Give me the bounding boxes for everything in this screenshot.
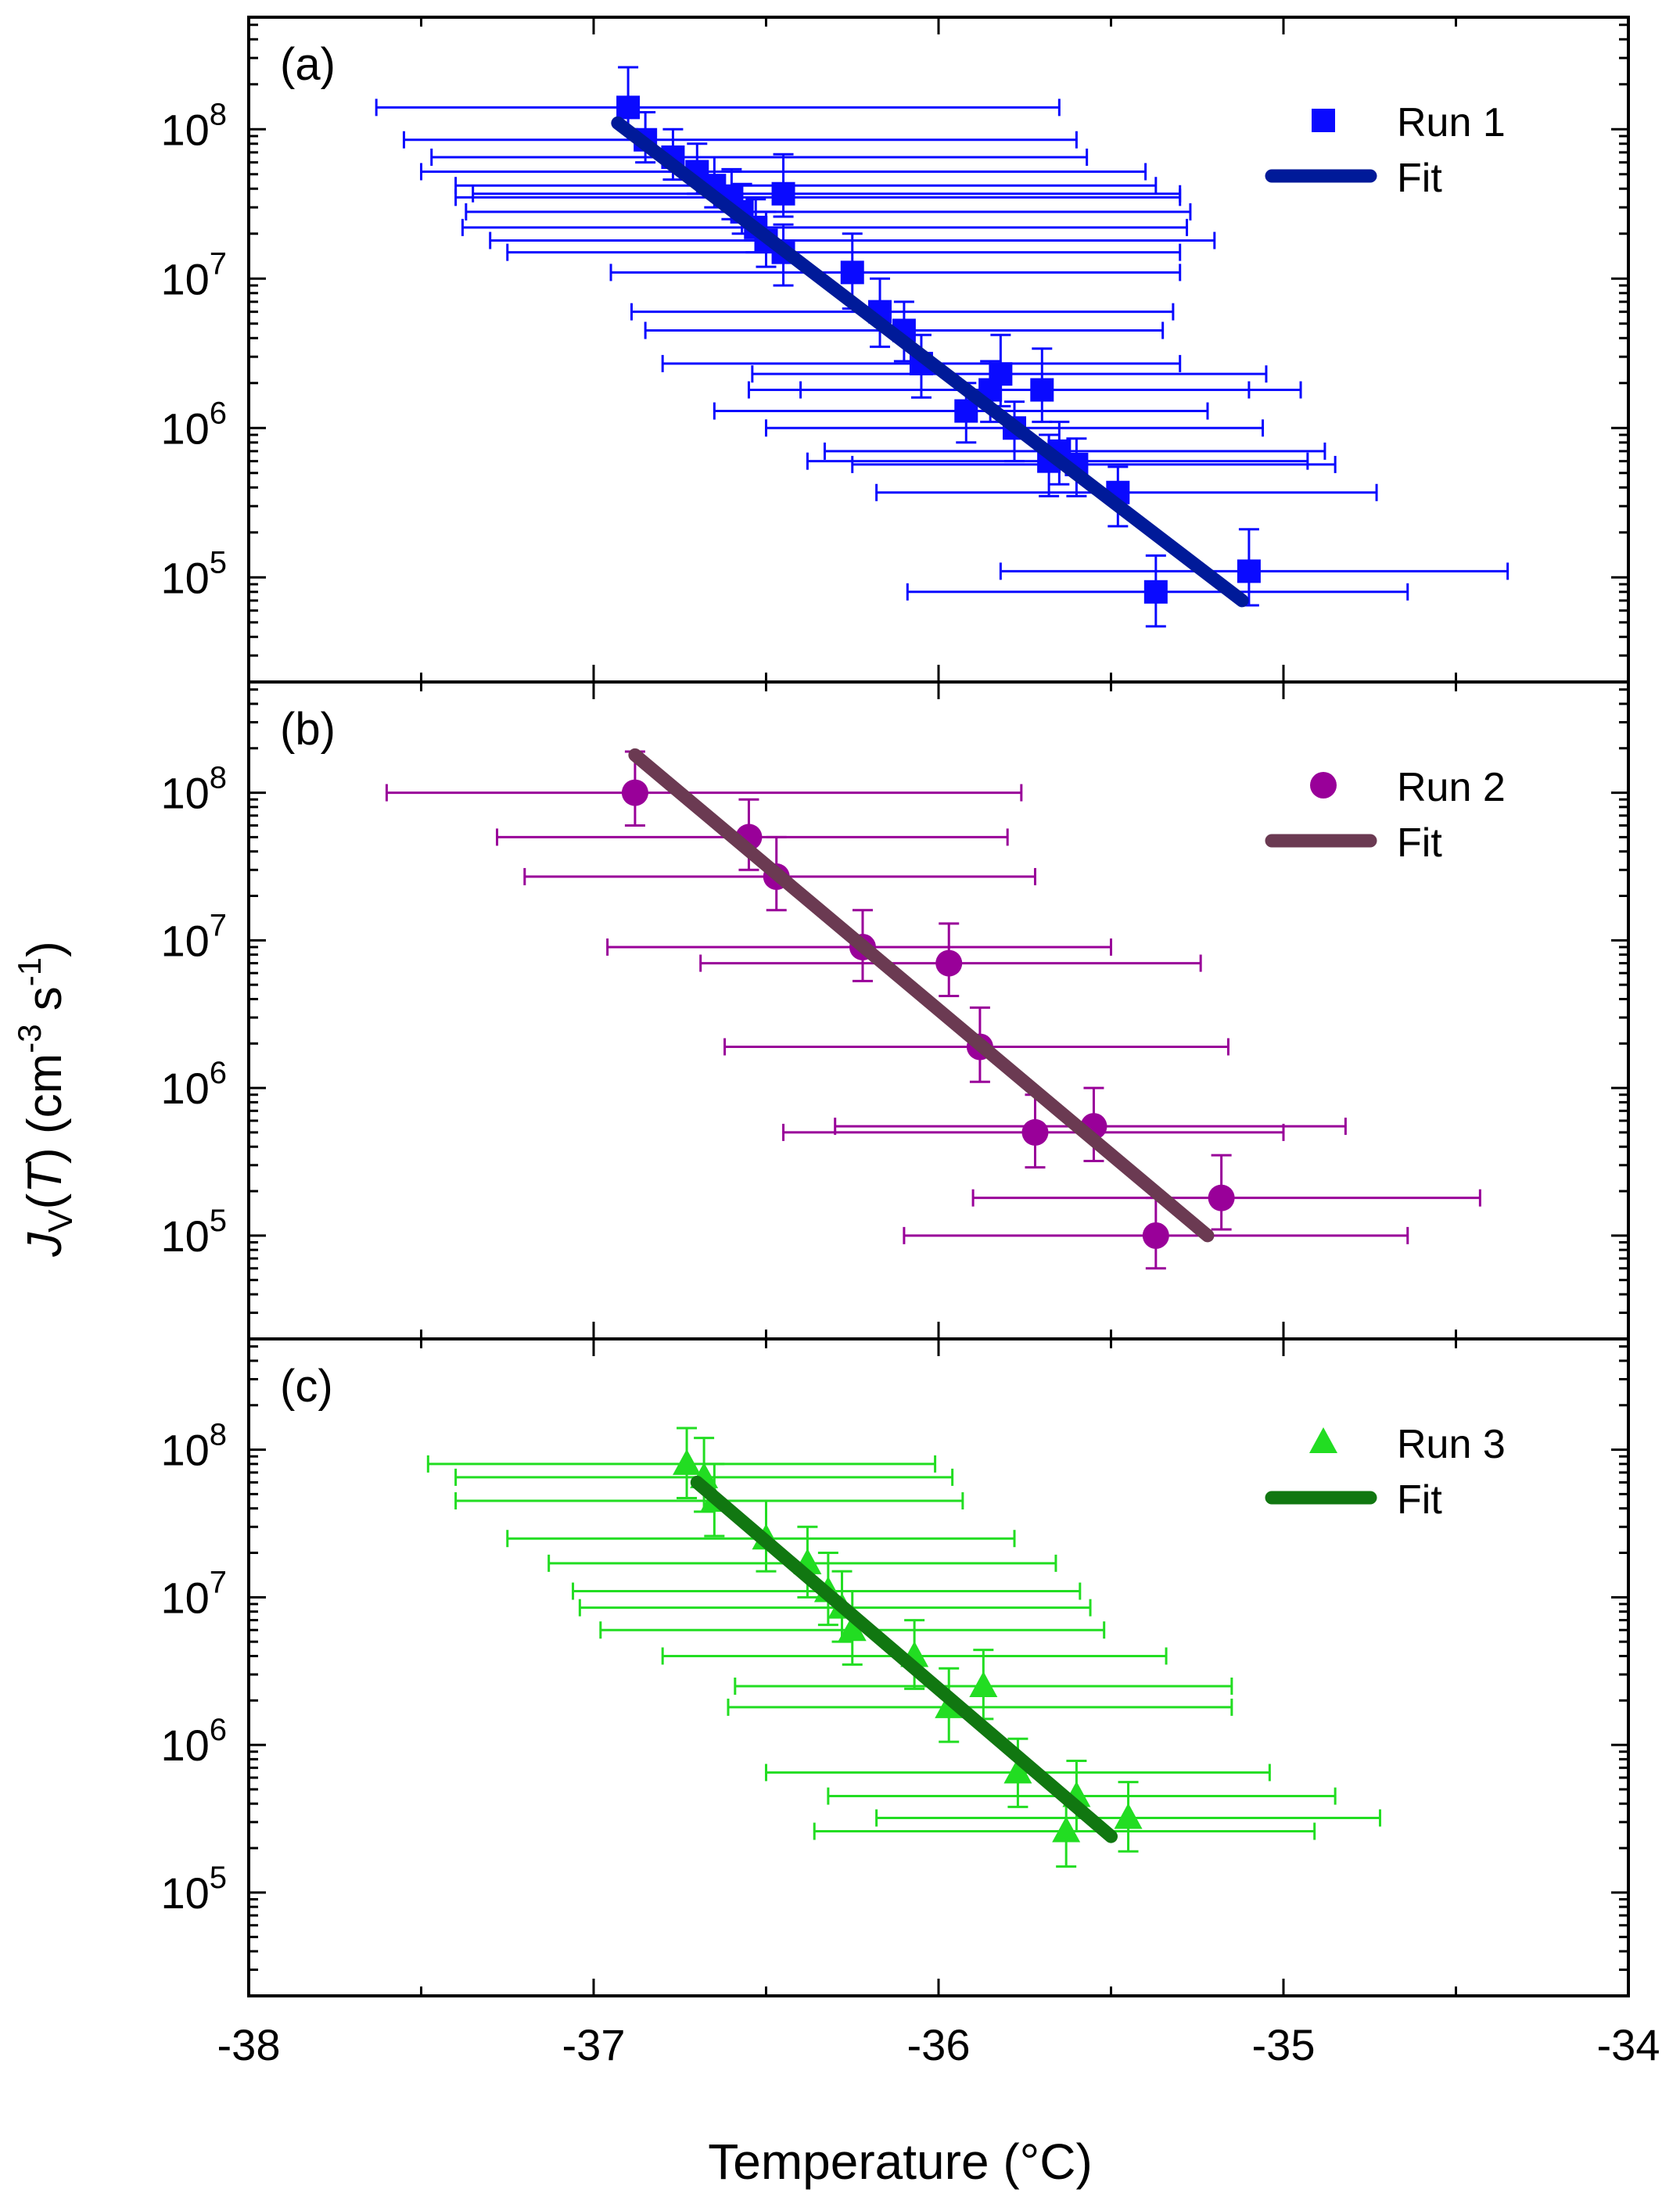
data-point: [989, 362, 1013, 386]
y-tick-label: 106: [160, 396, 227, 453]
data-point: [1114, 1803, 1143, 1829]
legend-fit-label: Fit: [1397, 156, 1442, 201]
x-tick-label: -34: [1597, 2020, 1660, 2069]
y-label-exp1: -3: [11, 1024, 48, 1053]
fit-line: [628, 748, 1215, 1243]
data-point: [1237, 559, 1261, 583]
legend-marker-label: Run 3: [1397, 1422, 1506, 1467]
y-tick-label: 105: [160, 545, 227, 602]
y-label-close: ): [18, 941, 72, 957]
data-point: [969, 1671, 998, 1697]
markers: [673, 1448, 1143, 1843]
legend-marker-swatch: [1310, 772, 1337, 799]
legend: Run 3 Fit: [1265, 1422, 1506, 1523]
panel-c: 105 106 107 108 (c) Run 3 Fit: [160, 1337, 1630, 1997]
y-label-exp2: -1: [11, 957, 48, 986]
legend-fit-label: Fit: [1397, 1477, 1442, 1523]
fit-line: [690, 1475, 1118, 1843]
fit-line: [611, 116, 1249, 608]
error-bars: [375, 66, 1509, 628]
x-tick-label: -37: [562, 2020, 626, 2069]
data-point: [1142, 1222, 1169, 1249]
data-point: [1052, 1816, 1081, 1843]
legend: Run 1 Fit: [1265, 100, 1506, 201]
panels: 105 106 107 108 (a) Run 1 Fit 105 106 107 108 (b) Ru…: [160, 16, 1630, 1997]
data-point: [771, 181, 795, 206]
y-tick-label: 105: [160, 1861, 227, 1918]
panel-a: 105 106 107 108 (a) Run 1 Fit: [160, 16, 1630, 684]
data-point: [1309, 1427, 1337, 1453]
data-point: [616, 95, 641, 120]
x-tick-label: -35: [1252, 2020, 1316, 2069]
panel-label: (a): [280, 39, 336, 90]
y-tick-label: 108: [160, 761, 227, 818]
y-tick-label: 105: [160, 1204, 227, 1261]
y-tick-label: 107: [160, 246, 227, 303]
y-tick-label: 108: [160, 97, 227, 154]
y-tick-label: 107: [160, 1565, 227, 1622]
y-label-j: J: [18, 1232, 72, 1258]
y-axis-label: JV(T) (cm-3 s-1): [11, 941, 80, 1258]
data-point: [1208, 1184, 1235, 1211]
panel-label: (b): [280, 704, 336, 755]
data-point: [935, 949, 963, 977]
data-point: [621, 779, 648, 806]
y-tick-label: 108: [160, 1418, 227, 1475]
y-label-units: ) (cm: [18, 1053, 72, 1164]
data-point: [1312, 109, 1335, 132]
x-axis-label: Temperature (°C): [708, 2134, 1093, 2190]
legend-fit-label: Fit: [1397, 820, 1442, 866]
y-tick-label: 106: [160, 1056, 227, 1113]
legend-marker-swatch: [1309, 1427, 1337, 1453]
panel-label: (c): [280, 1361, 333, 1412]
x-axis: -38 -37 -36 -35 -34: [217, 2020, 1660, 2069]
y-tick-label: 106: [160, 1713, 227, 1770]
data-point: [838, 1615, 867, 1642]
y-label-s: s: [18, 986, 72, 1024]
data-point: [1030, 378, 1054, 402]
data-point: [1143, 580, 1168, 604]
y-label-open: (: [18, 1193, 72, 1209]
error-bars: [426, 1427, 1381, 1868]
data-point: [1003, 1757, 1032, 1784]
legend: Run 2 Fit: [1265, 765, 1506, 866]
data-point: [840, 260, 864, 285]
x-tick-label: -36: [907, 2020, 971, 2069]
y-label-var: T: [18, 1161, 72, 1193]
data-point: [1310, 772, 1337, 799]
data-point: [1021, 1118, 1049, 1146]
panel-b: 105 106 107 108 (b) Run 2 Fit: [160, 680, 1630, 1340]
legend-marker-label: Run 2: [1397, 765, 1506, 810]
x-tick-label: -38: [217, 2020, 281, 2069]
legend-marker-swatch: [1312, 109, 1335, 132]
y-tick-label: 107: [160, 908, 227, 965]
legend-marker-label: Run 1: [1397, 100, 1506, 145]
data-point: [673, 1448, 702, 1475]
y-label-sub: V: [41, 1209, 80, 1233]
